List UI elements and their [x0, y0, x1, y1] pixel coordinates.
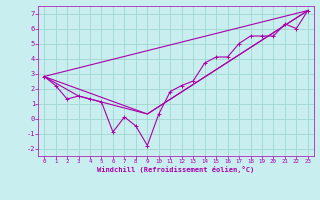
X-axis label: Windchill (Refroidissement éolien,°C): Windchill (Refroidissement éolien,°C) [97, 166, 255, 173]
